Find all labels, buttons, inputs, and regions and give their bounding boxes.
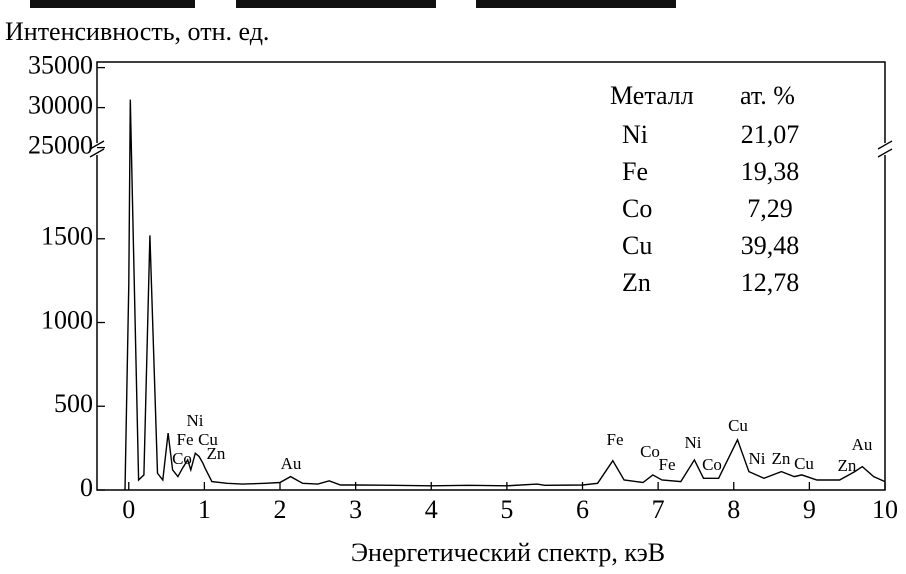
x-tick-label: 4 bbox=[425, 495, 438, 524]
table-header: ат. % bbox=[740, 81, 795, 110]
x-axis-title: Энергетический спектр, кэВ bbox=[351, 538, 665, 567]
table-cell: Co bbox=[622, 194, 652, 223]
table-cell: 39,48 bbox=[741, 231, 800, 260]
y-tick-label: 30000 bbox=[28, 91, 93, 120]
peak-label: Co bbox=[640, 442, 660, 461]
plot-frame bbox=[96, 61, 886, 491]
peak-label: Zn bbox=[838, 456, 857, 475]
table-cell: 19,38 bbox=[741, 157, 800, 186]
y-tick-label: 500 bbox=[54, 389, 93, 418]
peak-label: Cu bbox=[198, 430, 218, 449]
x-tick-label: 2 bbox=[274, 495, 287, 524]
peak-label: Cu bbox=[794, 454, 814, 473]
x-tick-label: 9 bbox=[803, 495, 816, 524]
peak-label: Zn bbox=[772, 449, 791, 468]
peak-label: Au bbox=[852, 435, 873, 454]
y-tick-label: 1000 bbox=[41, 305, 93, 334]
axis-break bbox=[89, 140, 893, 158]
peak-label: Au bbox=[281, 454, 302, 473]
x-tick-label: 1 bbox=[198, 495, 211, 524]
peak-label: Fe bbox=[177, 430, 194, 449]
peak-label: Ni bbox=[685, 433, 702, 452]
table-cell: 12,78 bbox=[741, 268, 800, 297]
x-tick-label: 10 bbox=[872, 495, 898, 524]
y-tick-label: 1500 bbox=[41, 222, 93, 251]
x-tick-label: 8 bbox=[727, 495, 740, 524]
table-cell: 7,29 bbox=[747, 194, 793, 223]
peak-label: Fe bbox=[607, 430, 624, 449]
x-tick-label: 3 bbox=[349, 495, 362, 524]
y-tick-label: 0 bbox=[80, 473, 93, 502]
cropped-banner bbox=[30, 0, 195, 8]
y-tick-label: 35000 bbox=[28, 51, 93, 80]
peak-label: Co bbox=[702, 455, 722, 474]
cropped-banner bbox=[236, 0, 436, 8]
table-header: Металл bbox=[610, 81, 694, 110]
table-cell: Ni bbox=[622, 120, 648, 149]
peak-label: Zn bbox=[207, 444, 226, 463]
y-axis-title: Интенсивность, отн. ед. bbox=[5, 17, 269, 46]
table-cell: 21,07 bbox=[741, 120, 800, 149]
peak-label: Fe bbox=[659, 455, 676, 474]
table-cell: Zn bbox=[622, 268, 651, 297]
break-gap bbox=[90, 143, 104, 155]
peak-label: Ni bbox=[187, 411, 204, 430]
x-tick-label: 6 bbox=[576, 495, 589, 524]
x-tick-label: 5 bbox=[500, 495, 513, 524]
cropped-banner bbox=[476, 0, 676, 8]
table-cell: Cu bbox=[622, 231, 652, 260]
x-tick-label: 7 bbox=[652, 495, 665, 524]
y-tick-label: 25000 bbox=[28, 131, 93, 160]
peak-label: Ni bbox=[749, 449, 766, 468]
table-cell: Fe bbox=[622, 157, 648, 186]
peak-label: Co bbox=[172, 449, 192, 468]
break-gap bbox=[878, 143, 892, 155]
peak-label: Cu bbox=[728, 416, 748, 435]
spectrum-line bbox=[124, 99, 886, 491]
x-tick-label: 0 bbox=[122, 495, 135, 524]
